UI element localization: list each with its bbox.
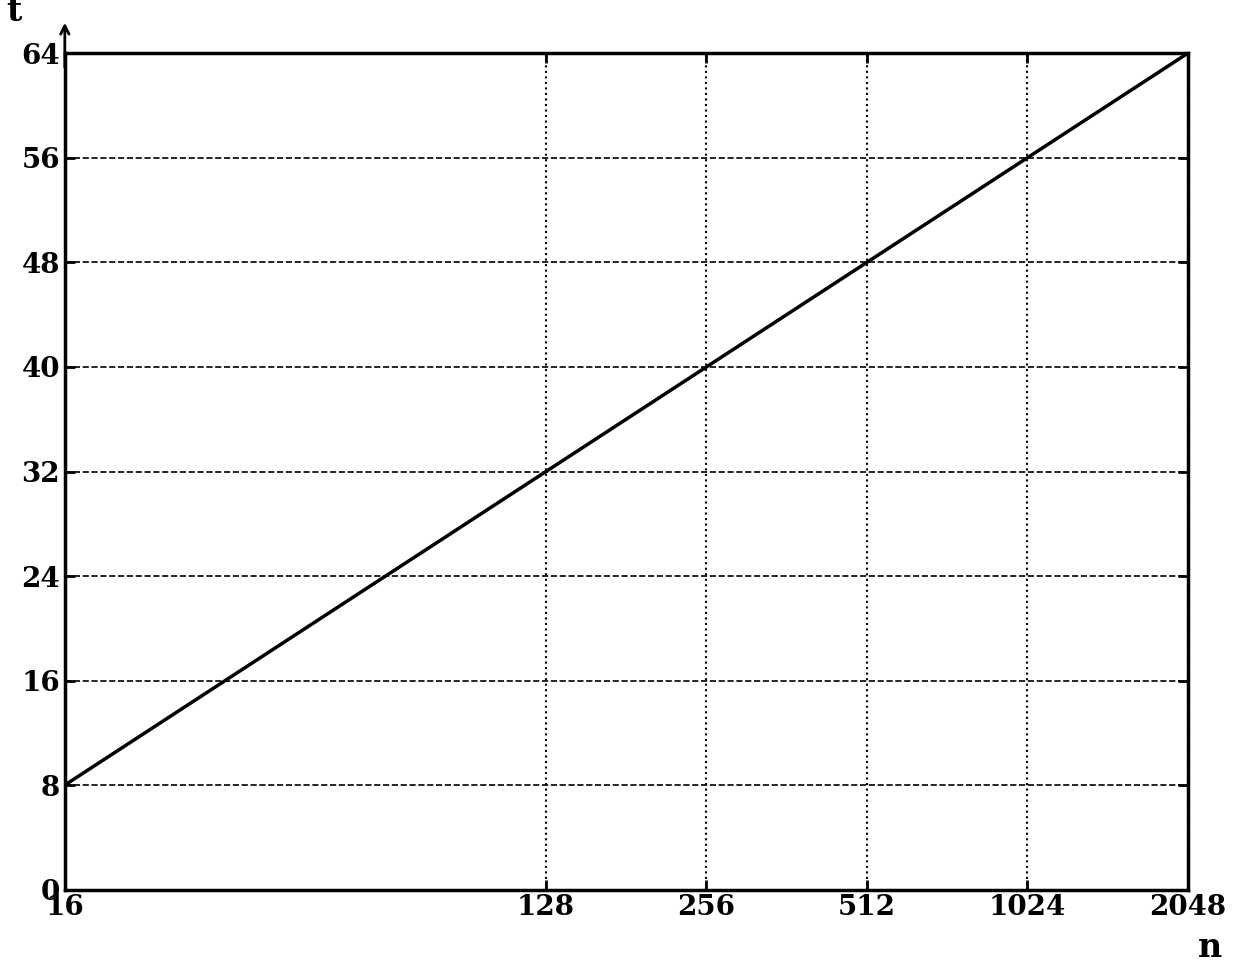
X-axis label: n: n [1198, 931, 1223, 964]
Y-axis label: t: t [6, 0, 22, 28]
